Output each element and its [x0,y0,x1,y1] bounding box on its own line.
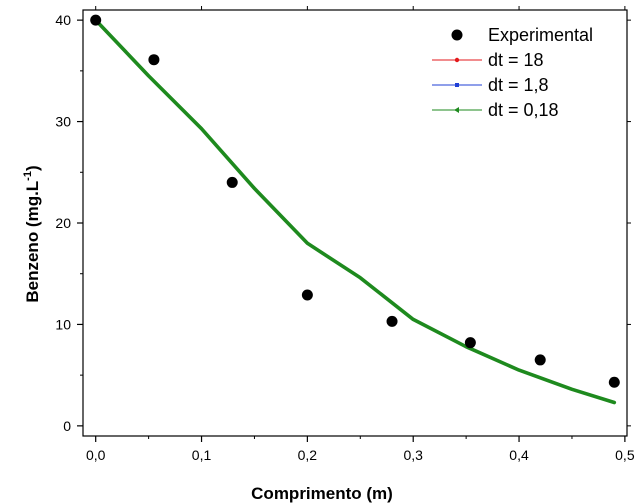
x-tick-label: 0,2 [298,447,318,463]
legend-label: Experimental [488,25,593,45]
data-point [534,354,546,366]
ticks-layer: 0,0 0,1 0,2 0,3 0,4 0,5 0 10 20 30 40 [55,6,635,463]
data-point [386,315,398,327]
series-layer [90,14,620,405]
x-axis-label: Comprimento (m) [251,484,393,503]
data-point [90,14,102,26]
y-tick-label: 10 [55,316,71,332]
series-line [93,18,617,405]
legend-label: dt = 0,18 [488,100,559,120]
legend-item: Experimental [451,25,593,45]
legend-marker [451,29,463,41]
legend-label: dt = 18 [488,50,544,70]
legend-marker [455,83,459,87]
y-axis-label-superscript: -1 [22,171,34,181]
legend: Experimental dt = 18 dt = 1,8 dt = 0,18 [432,25,593,120]
y-tick-label: 20 [55,215,71,231]
legend-marker [454,107,459,113]
y-tick-label: 0 [63,418,71,434]
x-tick-label: 0,3 [403,447,423,463]
y-axis-label-close: ) [23,165,42,171]
y-tick-label: 40 [55,12,71,28]
data-point [464,337,476,349]
legend-marker [454,57,460,63]
plot-frame [82,9,628,437]
x-tick-label: 0,0 [86,447,106,463]
data-point [301,289,313,301]
x-tick-label: 0,4 [509,447,529,463]
data-point [608,376,620,388]
legend-item: dt = 0,18 [432,100,559,120]
y-tick-label: 30 [55,114,71,130]
y-axis-label-main: Benzeno (mg.L [23,181,42,303]
legend-item: dt = 18 [432,50,544,70]
x-tick-label: 0,1 [192,447,212,463]
data-point [148,54,160,66]
legend-item: dt = 1,8 [432,75,549,95]
data-point [226,176,238,188]
plot-area [82,9,628,437]
legend-label: dt = 1,8 [488,75,549,95]
x-tick-label: 0,5 [615,447,635,463]
y-axis-label: Benzeno (mg.L-1) [22,165,42,302]
